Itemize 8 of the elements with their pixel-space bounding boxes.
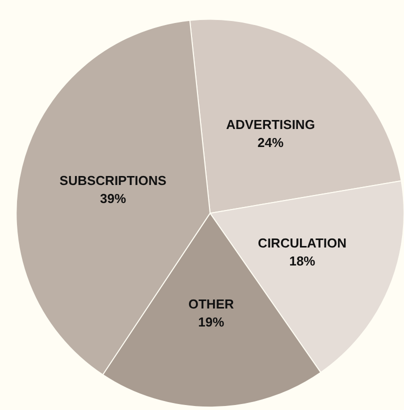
- slice-label: CIRCULATION: [258, 235, 347, 250]
- data-label: 24%: [258, 135, 284, 150]
- slice-label: SUBSCRIPTIONS: [60, 172, 167, 188]
- data-label: 39%: [100, 190, 126, 206]
- slice-label: OTHER: [188, 296, 234, 312]
- data-label: 18%: [289, 253, 316, 268]
- data-label: 19%: [198, 314, 225, 330]
- slice-label: ADVERTISING: [226, 117, 315, 132]
